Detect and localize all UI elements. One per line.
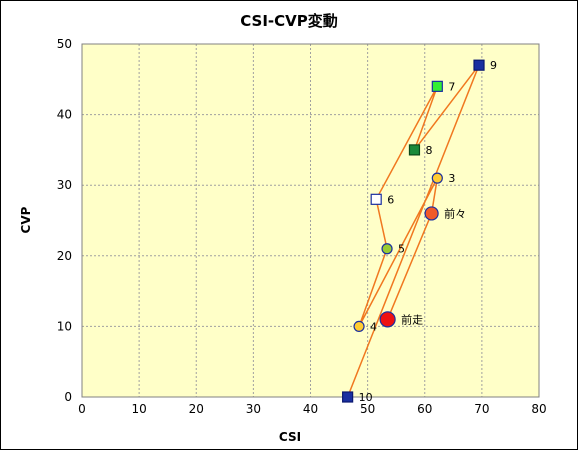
point-label-7: 7 (448, 80, 455, 93)
y-tick-label: 0 (64, 390, 72, 404)
marker-5 (381, 243, 393, 255)
point-label-5: 5 (398, 243, 405, 256)
x-tick-label: 20 (189, 402, 204, 416)
chart-title: CSI-CVP変動 (240, 12, 338, 30)
point-label-4: 4 (370, 320, 377, 333)
x-axis-ticks: 0 10 20 30 40 50 60 70 80 (78, 402, 546, 416)
y-tick-label: 30 (57, 178, 72, 192)
x-tick-label: 10 (131, 402, 146, 416)
y-tick-label: 40 (57, 108, 72, 122)
x-tick-label: 50 (360, 402, 375, 416)
x-axis-label: CSI (279, 430, 301, 444)
point-label-前々: 前々 (444, 206, 466, 220)
x-tick-label: 70 (474, 402, 489, 416)
point-label-8: 8 (425, 144, 432, 157)
point-label-10: 10 (359, 391, 373, 404)
point-label-前走: 前走 (401, 312, 423, 326)
marker-4 (353, 320, 365, 332)
point-label-6: 6 (387, 193, 394, 206)
y-tick-label: 10 (57, 319, 72, 333)
y-axis-ticks: 0 10 20 30 40 50 (57, 37, 72, 404)
marker-前走 (379, 311, 396, 328)
grid-lines (82, 44, 539, 397)
series-line (346, 64, 480, 398)
point-label-3: 3 (448, 172, 455, 185)
x-tick-label: 30 (246, 402, 261, 416)
marker-3 (431, 172, 443, 184)
marker-9 (473, 59, 485, 71)
marker-10 (342, 391, 354, 403)
x-tick-label: 40 (303, 402, 318, 416)
marker-8 (408, 144, 421, 156)
x-tick-label: 0 (78, 402, 86, 416)
plot-border (81, 43, 540, 398)
marker-前々 (424, 206, 439, 221)
marker-7 (431, 80, 443, 92)
y-tick-label: 50 (57, 37, 72, 51)
point-label-9: 9 (490, 59, 497, 72)
y-axis-label: CVP (19, 206, 33, 233)
marker-6 (370, 193, 382, 205)
y-tick-label: 20 (57, 249, 72, 263)
series-path (346, 64, 480, 398)
x-tick-label: 60 (417, 402, 432, 416)
x-tick-label: 80 (531, 402, 546, 416)
data-markers (342, 59, 485, 403)
